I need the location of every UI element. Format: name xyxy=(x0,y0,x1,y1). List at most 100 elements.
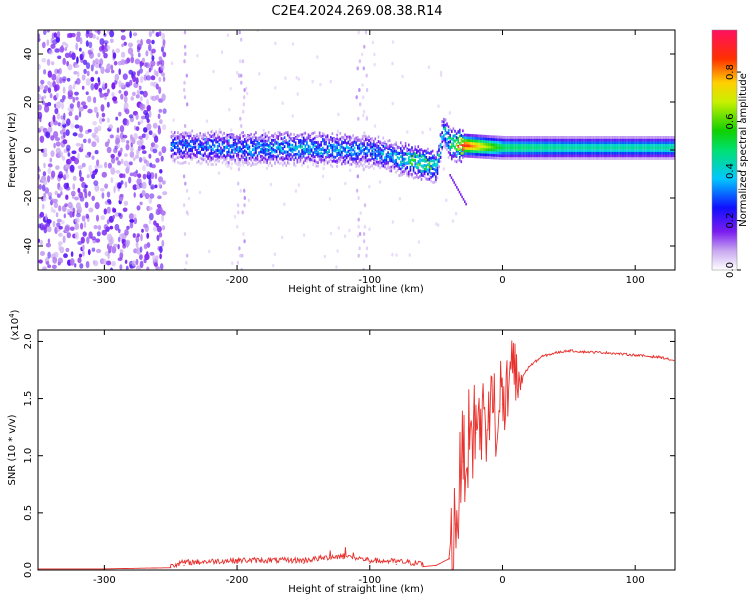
spectrogram-cell xyxy=(533,151,536,155)
spectrogram-cell xyxy=(505,136,507,139)
spectrogram-cell xyxy=(295,76,298,80)
spectrogram-cell xyxy=(280,149,283,153)
spectrogram-cell xyxy=(59,246,65,254)
spectrogram-cell xyxy=(664,138,666,142)
spectrogram-cell xyxy=(328,141,330,145)
spectrogram-cell xyxy=(642,138,644,142)
spectrogram-cell xyxy=(350,156,353,159)
spectrogram-cell xyxy=(314,140,316,144)
spectrogram-cell xyxy=(352,160,354,163)
spectrogram-cell xyxy=(242,156,244,160)
spectrogram-cell xyxy=(455,155,458,158)
spectrogram-cell xyxy=(337,226,340,230)
spectrogram-cell xyxy=(145,133,149,141)
spectrogram-cell xyxy=(634,157,636,160)
spectrogram-cell xyxy=(177,131,179,134)
spectrogram-cell xyxy=(658,151,660,155)
spectrogram-cell xyxy=(189,149,192,153)
spectrogram-cell xyxy=(217,171,221,175)
spectrogram-cell xyxy=(290,156,292,160)
spectrogram-cell xyxy=(159,263,164,270)
spectrogram-cell xyxy=(231,134,233,137)
spectrogram-cell xyxy=(111,92,115,97)
snr-y-multiplier: (x104) xyxy=(8,309,21,340)
spectrogram-cell xyxy=(635,149,638,152)
spectrogram-cell xyxy=(204,132,206,136)
spectrogram-cell xyxy=(334,145,337,149)
spectrogram-cell xyxy=(559,149,561,152)
spectrogram-cell xyxy=(208,154,211,158)
spectrogram-cell xyxy=(673,151,675,155)
spectrogram-cell xyxy=(658,149,660,152)
spectrogram-cell xyxy=(145,50,149,57)
spectrogram-cell xyxy=(128,161,133,166)
spectrogram-cell xyxy=(497,151,499,155)
spectrogram-cell xyxy=(264,150,267,154)
spectrogram-cell xyxy=(296,136,299,140)
spectrogram-cell xyxy=(116,127,120,134)
spectrogram-cell xyxy=(404,169,407,173)
spectrogram-cell xyxy=(38,259,43,264)
spectrogram-cell xyxy=(213,159,216,163)
spectrogram-cell xyxy=(157,125,161,129)
spectrogram-cell xyxy=(239,253,242,258)
spectrogram-cell xyxy=(594,154,596,158)
spectrogram-cell xyxy=(452,134,455,138)
spectrogram-cell xyxy=(422,174,424,178)
spectrogram-cell xyxy=(624,138,627,142)
spectrogram-cell xyxy=(474,144,477,148)
spectrogram-cell xyxy=(576,143,579,147)
spectrogram-cell xyxy=(659,138,662,142)
spectrogram-cell xyxy=(280,133,283,136)
spectrogram-cell xyxy=(441,131,443,135)
spectrogram-cell xyxy=(401,154,404,158)
snr-data-point xyxy=(448,558,450,560)
spectrogram-cell xyxy=(110,267,113,270)
spectrogram-cell xyxy=(393,165,396,169)
spectrogram-cell xyxy=(623,149,625,152)
spectrogram-cell xyxy=(226,33,230,37)
spectrogram-cell xyxy=(197,159,200,163)
spectrogram-cell xyxy=(341,153,343,157)
spectrogram-cell xyxy=(629,138,631,142)
spectrogram-cell xyxy=(282,158,284,162)
spectrogram-cell xyxy=(279,133,281,137)
spectrogram-cell xyxy=(422,150,424,153)
spectrogram-cell xyxy=(101,192,105,199)
spectrogram-cell xyxy=(666,151,668,155)
spectrogram-cell xyxy=(605,149,608,152)
spectrogram-cell xyxy=(646,149,649,152)
spectrogram-cell xyxy=(353,137,356,141)
spectrogram-cell xyxy=(274,139,276,142)
spectrogram-cell xyxy=(630,149,633,152)
spectrogram-cell xyxy=(189,131,192,135)
spectrogram-cell xyxy=(272,138,275,142)
spectrogram-cell xyxy=(457,148,459,151)
spectrogram-cell xyxy=(45,131,51,139)
spectrogram-cell xyxy=(473,155,475,159)
spectrogram-cell xyxy=(436,158,439,162)
spectrogram-cell xyxy=(624,143,627,147)
spectrogram-cell xyxy=(244,145,246,149)
spectrogram-cell xyxy=(546,141,549,144)
spectrogram-cell xyxy=(125,143,130,151)
spectrogram-cell xyxy=(583,157,585,160)
spectrogram-cell xyxy=(473,144,475,148)
spectrogram-cell xyxy=(241,210,244,215)
snr-x-tick-label: -300 xyxy=(93,575,116,586)
spectrogram-cell xyxy=(517,141,520,144)
spectrogram-cell xyxy=(207,162,209,166)
spectrogram-cell xyxy=(379,166,381,170)
spectrogram-cell xyxy=(318,143,321,147)
spectrogram-cell xyxy=(538,136,541,139)
snr-x-label: Height of straight line (km) xyxy=(288,584,424,595)
spectrogram-cell xyxy=(411,146,413,150)
spectrogram-cell xyxy=(213,132,216,136)
spectrogram-cell xyxy=(463,146,466,150)
spectrogram-cell xyxy=(400,147,402,150)
spectrogram-cell xyxy=(549,157,552,160)
spectrogram-cell xyxy=(632,149,635,152)
spectrogram-cell xyxy=(430,179,432,183)
spectrogram-cell xyxy=(350,151,353,155)
spectrogram-cell xyxy=(411,148,413,152)
